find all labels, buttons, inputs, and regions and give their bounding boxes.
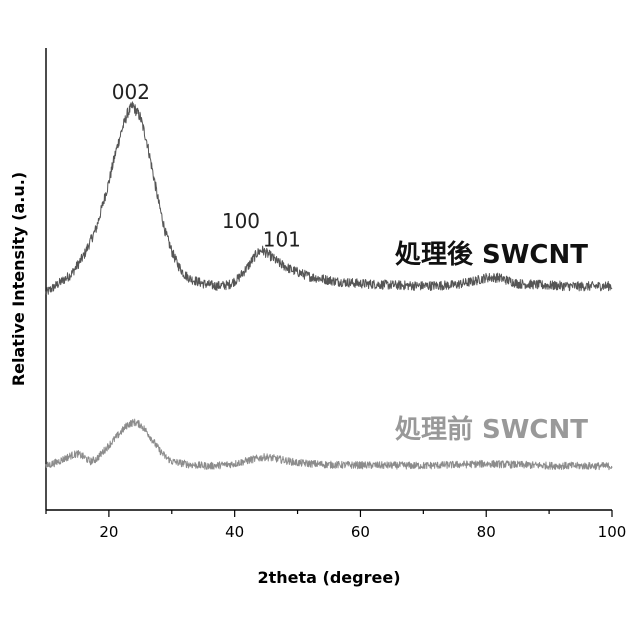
plot-area: 20406080100 002100101 処理後 SWCNT処理前 SWCNT bbox=[46, 48, 626, 541]
x-axis-title: 2theta (degree) bbox=[257, 568, 400, 587]
series-label-treated: 処理後 SWCNT bbox=[395, 239, 588, 270]
x-tick-label-20: 20 bbox=[99, 523, 118, 541]
series-label-untreated: 処理前 SWCNT bbox=[395, 414, 588, 445]
y-axis-title: Relative Intensity (a.u.) bbox=[9, 172, 28, 386]
x-tick-label-40: 40 bbox=[225, 523, 244, 541]
x-axis-ticks bbox=[46, 510, 612, 517]
series-labels: 処理後 SWCNT 処理前 SWCNT bbox=[395, 239, 588, 445]
x-tick-label-100: 100 bbox=[598, 523, 627, 541]
peak-label-002: 002 bbox=[112, 80, 150, 104]
x-tick-label-60: 60 bbox=[351, 523, 370, 541]
x-axis-tick-labels: 20 40 60 80 100 bbox=[99, 523, 626, 541]
peak-label-100: 100 bbox=[222, 209, 260, 233]
peak-label-101: 101 bbox=[263, 228, 301, 252]
x-tick-label-80: 80 bbox=[477, 523, 496, 541]
peak-annotations: 002 100101 bbox=[112, 80, 301, 252]
